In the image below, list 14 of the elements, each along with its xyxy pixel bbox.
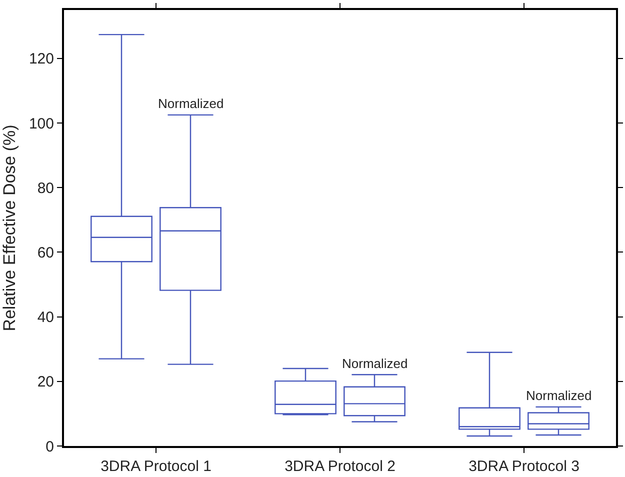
text: Normalized xyxy=(158,96,224,111)
y-tick-label: 0 xyxy=(46,438,54,456)
y-tick-label: 120 xyxy=(28,50,54,68)
y-tick-label: 40 xyxy=(37,309,54,326)
text: Normalized xyxy=(342,356,408,371)
x-tick-label: 3DRA Protocol 3 xyxy=(468,458,580,475)
y-tick-label: 20 xyxy=(37,374,54,391)
y-tick-label: 80 xyxy=(37,180,54,197)
series-label: Normalized xyxy=(526,388,592,403)
x-tick-label: 3DRA Protocol 1 xyxy=(100,458,212,475)
x-tick-label: 3DRA Protocol 2 xyxy=(284,458,396,475)
y-axis-title: Relative Effective Dose (%) xyxy=(0,124,19,332)
y-tick-label: 100 xyxy=(28,115,54,132)
y-tick-label: 60 xyxy=(37,244,54,262)
